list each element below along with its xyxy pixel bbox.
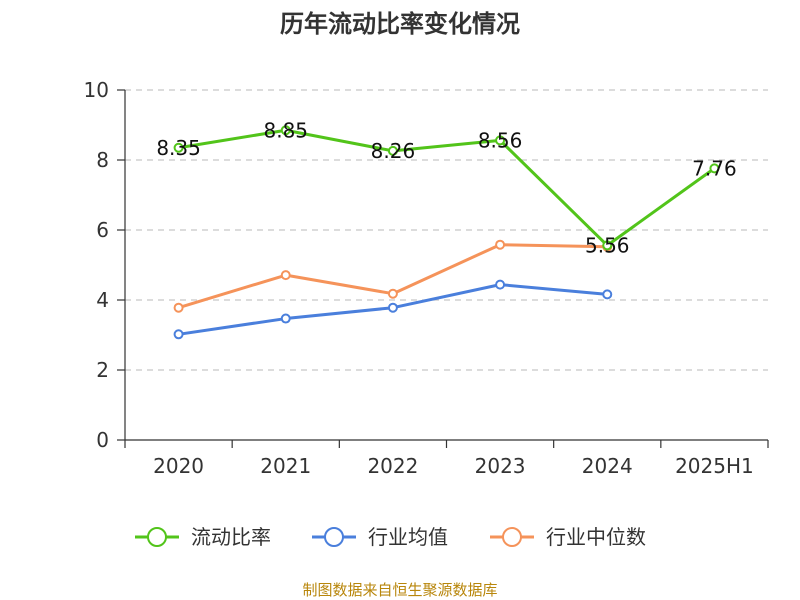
legend-marker — [324, 527, 344, 547]
legend-marker — [147, 527, 167, 547]
legend-label: 行业中位数 — [546, 525, 646, 549]
data-label: 8.35 — [156, 136, 201, 160]
y-tick-label: 6 — [96, 218, 109, 242]
x-tick-label: 2023 — [475, 454, 526, 478]
data-point[interactable] — [495, 279, 506, 290]
x-tick-label: 2025H1 — [675, 454, 754, 478]
data-label: 8.26 — [371, 139, 416, 163]
data-labels: 8.35 8.85 8.26 8.56 5.56 7.76 — [156, 118, 736, 257]
y-tick-label: 4 — [96, 288, 109, 312]
data-point[interactable] — [280, 313, 291, 324]
x-tick-label: 2020 — [153, 454, 204, 478]
series-1 — [173, 279, 613, 340]
data-point[interactable] — [280, 125, 291, 136]
series-2 — [173, 239, 613, 313]
legend-label: 流动比率 — [191, 525, 271, 549]
data-point[interactable] — [709, 163, 720, 174]
x-tick-label: 2021 — [260, 454, 311, 478]
legend-marker — [502, 527, 522, 547]
series-0 — [173, 125, 720, 251]
legend-item[interactable]: 行业中位数 — [490, 525, 646, 549]
data-point[interactable] — [387, 288, 398, 299]
data-point[interactable] — [495, 135, 506, 146]
y-tick-label: 0 — [96, 428, 109, 452]
data-point[interactable] — [387, 145, 398, 156]
series-line — [178, 128, 716, 247]
y-tick-label: 8 — [96, 148, 109, 172]
data-point[interactable] — [495, 239, 506, 250]
axes: 0 2 4 6 8 10 2020 2021 2022 2023 2024 2025H1 — [84, 78, 769, 478]
data-label: 7.76 — [692, 156, 737, 180]
data-label: 8.85 — [263, 118, 308, 142]
data-point[interactable] — [173, 329, 184, 340]
data-label: 5.56 — [585, 233, 630, 257]
legend-label: 行业均值 — [368, 525, 448, 549]
series-group — [173, 125, 720, 340]
data-point[interactable] — [173, 302, 184, 313]
y-tick-label: 10 — [84, 78, 109, 102]
legend[interactable]: 流动比率 行业均值 行业中位数 — [135, 525, 646, 549]
grid — [125, 89, 768, 371]
legend-item[interactable]: 流动比率 — [135, 525, 271, 549]
x-tick-label: 2022 — [367, 454, 418, 478]
source-note: 制图数据来自恒生聚源数据库 — [302, 581, 497, 599]
legend-item[interactable]: 行业均值 — [312, 525, 448, 549]
data-point[interactable] — [602, 289, 613, 300]
y-tick-label: 2 — [96, 358, 109, 382]
data-label: 8.56 — [478, 128, 523, 152]
chart-title: 历年流动比率变化情况 — [280, 10, 520, 38]
data-point[interactable] — [387, 302, 398, 313]
data-point[interactable] — [173, 142, 184, 153]
data-point[interactable] — [602, 240, 613, 251]
data-point[interactable] — [280, 270, 291, 281]
x-tick-label: 2024 — [582, 454, 633, 478]
